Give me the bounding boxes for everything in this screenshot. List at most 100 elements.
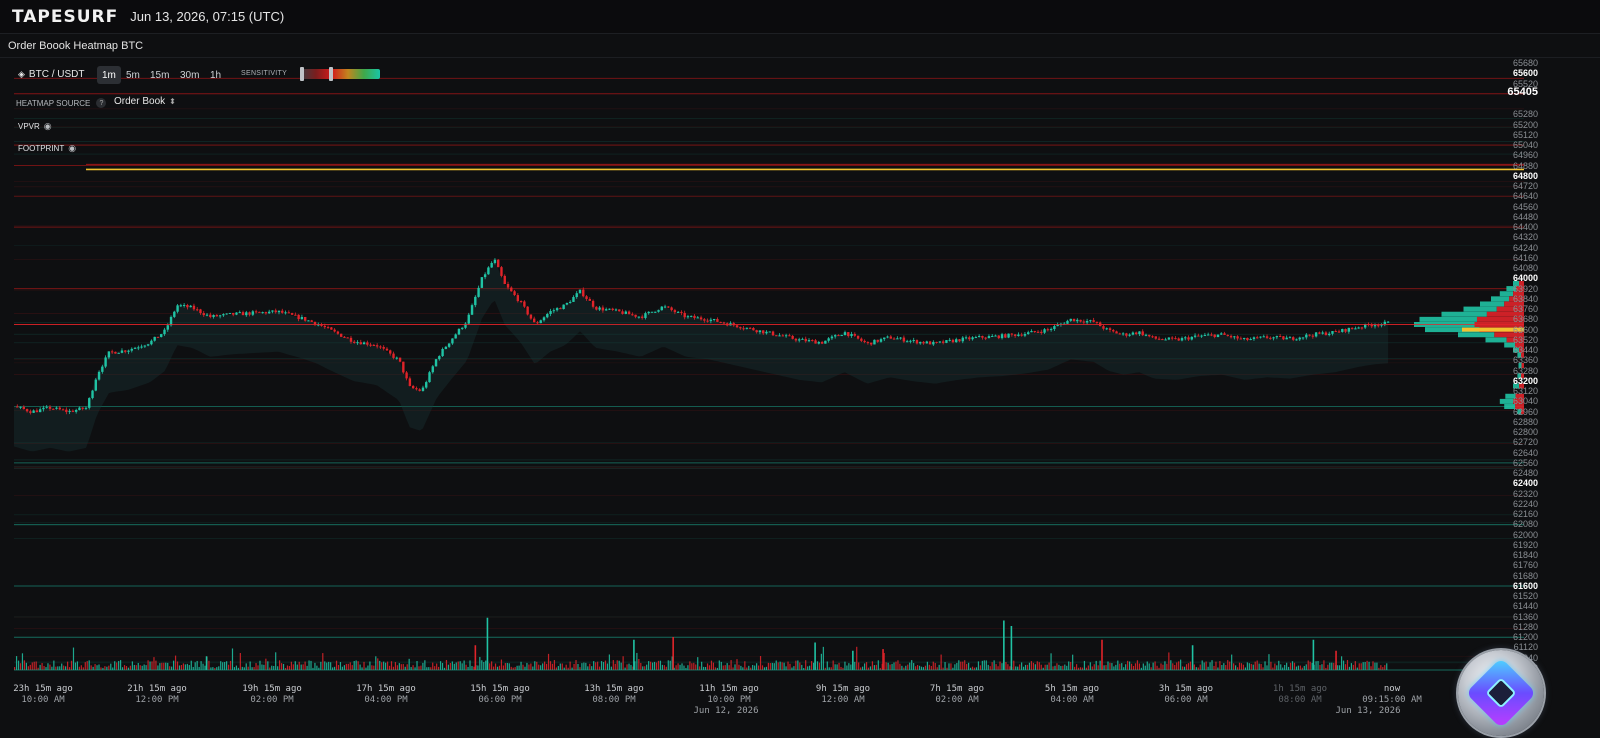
volume-bar (732, 667, 734, 670)
volume-bar (807, 666, 809, 670)
candle-body (604, 309, 608, 311)
candle-body (824, 340, 827, 344)
candle-body (326, 327, 330, 329)
brand-logo[interactable]: TAPESURF (12, 6, 119, 27)
timeframe-1m[interactable]: 1m (97, 66, 121, 84)
volume-bar (822, 646, 824, 670)
timeframe-5m[interactable]: 5m (126, 69, 140, 81)
volume-bar (795, 660, 797, 670)
volume-bar (347, 663, 349, 670)
volume-bar (803, 667, 805, 670)
symbol-selector[interactable]: ◈ BTC / USDT (18, 69, 84, 80)
candle-body (1272, 337, 1275, 339)
timeframe-1h[interactable]: 1h (210, 69, 222, 81)
volume-bar (826, 661, 828, 670)
sensitivity-slider[interactable] (300, 67, 380, 81)
candle-body (722, 322, 726, 324)
volume-bar (1340, 656, 1343, 670)
volume-bar (351, 665, 353, 670)
cube-logo-badge[interactable] (1458, 650, 1544, 736)
volume-bar (94, 664, 96, 670)
volume-bar (697, 657, 699, 670)
help-icon[interactable]: ? (96, 98, 107, 108)
price-tick-label: 61600 (1512, 580, 1538, 591)
volume-bar (846, 665, 848, 670)
candle-body (25, 409, 29, 412)
candle-body (1285, 337, 1288, 340)
vpvr-bar-sell (1513, 291, 1524, 297)
candle-body (1134, 332, 1138, 335)
candle-body (1112, 330, 1115, 332)
eye-icon[interactable]: ◉ (68, 143, 77, 153)
timeframe-30m[interactable]: 30m (180, 69, 200, 81)
volume-bar (1160, 663, 1162, 670)
volume-bar (457, 661, 459, 670)
volume-bar (1105, 665, 1107, 670)
price-tick-label: 64000 (1512, 273, 1538, 284)
candle-body (1141, 331, 1144, 336)
candle-body (303, 316, 307, 321)
heatmap-source-select[interactable]: Order Book ⬍ (114, 96, 176, 107)
price-tick-label: 65120 (1512, 129, 1538, 140)
candle-body (1190, 336, 1193, 340)
volume-bar (646, 664, 648, 670)
footprint-toggle[interactable]: FOOTPRINT ◉ (18, 143, 76, 154)
volume-bar (628, 663, 630, 670)
time-ago-text: 13h 15m ago (584, 684, 644, 694)
time-tick-label: 13h 15m ago 08:00 PM (584, 684, 644, 706)
candle-body (660, 306, 663, 311)
volume-bar (310, 660, 312, 670)
candle-body (137, 347, 140, 349)
volume-bar (178, 665, 181, 670)
volume-bar (938, 664, 940, 670)
candle-body (153, 336, 156, 341)
candle-body (948, 339, 951, 341)
candle-body (546, 313, 549, 318)
volume-bar (332, 667, 334, 670)
volume-bar (1276, 665, 1278, 670)
vpvr-toggle[interactable]: VPVR ◉ (18, 121, 52, 132)
volume-bar (567, 667, 569, 670)
candle-body (232, 312, 235, 315)
volume-bar (120, 660, 122, 670)
volume-bar (361, 667, 363, 670)
candle-body (559, 308, 562, 310)
volume-bar (439, 661, 442, 670)
volume-bar (1075, 664, 1078, 670)
volume-bar (196, 660, 198, 670)
candle-body (536, 322, 539, 324)
volume-bar (379, 660, 381, 670)
volume-bar (96, 665, 98, 670)
candle-body (1053, 326, 1056, 330)
sensitivity-max-handle[interactable] (328, 67, 333, 81)
page-title: Order Boook Heatmap BTC (8, 39, 144, 52)
vpvr-bar-buy (1518, 363, 1522, 368)
volume-spike-bar (1010, 626, 1013, 670)
candle-body (837, 335, 840, 337)
candle-body (575, 293, 578, 298)
candle-body (81, 407, 84, 409)
candle-body (905, 341, 909, 343)
candle-body (735, 325, 739, 328)
heatmap-canvas[interactable] (0, 58, 1600, 738)
volume-bar (1170, 660, 1172, 670)
candle-body (955, 339, 958, 343)
sensitivity-min-handle[interactable] (300, 67, 304, 81)
price-tick-label: 63920 (1512, 283, 1538, 294)
candle-body (130, 348, 133, 351)
candle-body (320, 324, 323, 326)
eye-icon[interactable]: ◉ (43, 121, 52, 131)
volume-bar (734, 664, 736, 670)
volume-bar (593, 661, 595, 670)
volume-bar (237, 667, 239, 670)
candle-body (104, 357, 107, 367)
volume-bar (214, 667, 216, 670)
volume-bar (616, 660, 618, 670)
timeframe-15m[interactable]: 15m (150, 69, 170, 81)
vpvr-bar-buy (1458, 332, 1495, 338)
volume-bar (443, 667, 446, 670)
candle-body (1023, 334, 1027, 336)
volume-bar (210, 667, 212, 670)
heatmap-chart[interactable] (0, 58, 1600, 738)
volume-bar (506, 662, 508, 670)
